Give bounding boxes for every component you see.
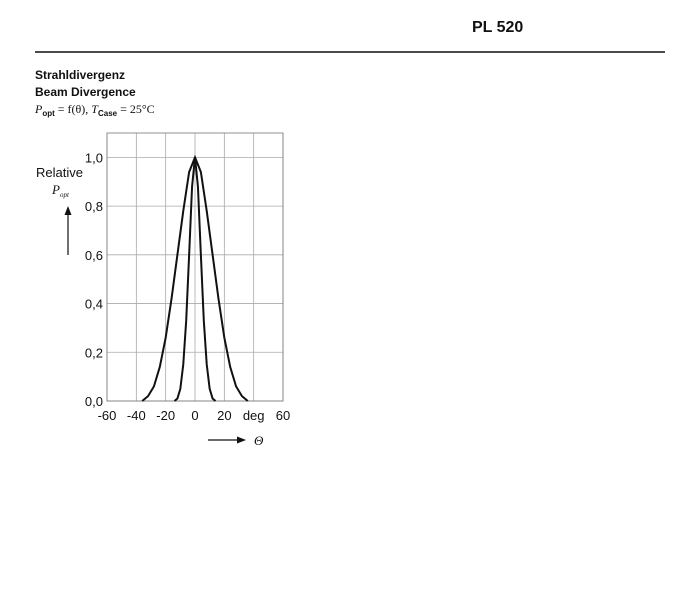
formula-part: opt	[42, 109, 55, 118]
y-axis-label: Popt	[51, 182, 70, 199]
formula-part: = f(θ),	[55, 102, 92, 116]
plot-frame	[106, 132, 284, 402]
x-tick-label: -20	[156, 408, 175, 423]
formula-part: = 25°C	[117, 102, 155, 116]
x-tick-label: -60	[98, 408, 117, 423]
y-tick-label: 0,8	[85, 199, 103, 214]
y-axis-label: Relative	[36, 165, 83, 180]
chart-subtitle: Beam Divergence	[35, 85, 136, 99]
y-tick-label: 0,4	[85, 297, 103, 312]
y-arrowhead	[64, 206, 72, 215]
x-axis-label: Θ	[254, 433, 264, 448]
x-arrowhead	[237, 436, 246, 444]
y-tick-label: 1,0	[85, 150, 103, 165]
formula: Popt = f(θ), TCase = 25°C	[34, 102, 155, 118]
x-tick-label: 0	[191, 408, 198, 423]
formula-part: T	[91, 102, 99, 116]
y-tick-label: 0,6	[85, 248, 103, 263]
formula-part: Case	[98, 109, 118, 118]
plot: 0,0 0,2 0,4 0,6 0,8 1,0 -60 -40 -20 0 20 deg 60	[85, 132, 290, 423]
x-tick-label: 60	[276, 408, 290, 423]
y-tick-label: 0,0	[85, 394, 103, 409]
x-tick-label: 20	[217, 408, 231, 423]
chart-title: Strahldivergenz	[35, 68, 125, 82]
y-axis-label-part: P	[51, 182, 60, 197]
y-tick-label: 0,2	[85, 345, 103, 360]
curve	[173, 157, 217, 402]
x-tick-label: -40	[127, 408, 146, 423]
formula-part: P	[34, 102, 43, 116]
y-axis-label-part: opt	[60, 191, 70, 199]
product-name: PL 520	[472, 19, 523, 36]
x-tick-label: deg	[243, 408, 265, 423]
